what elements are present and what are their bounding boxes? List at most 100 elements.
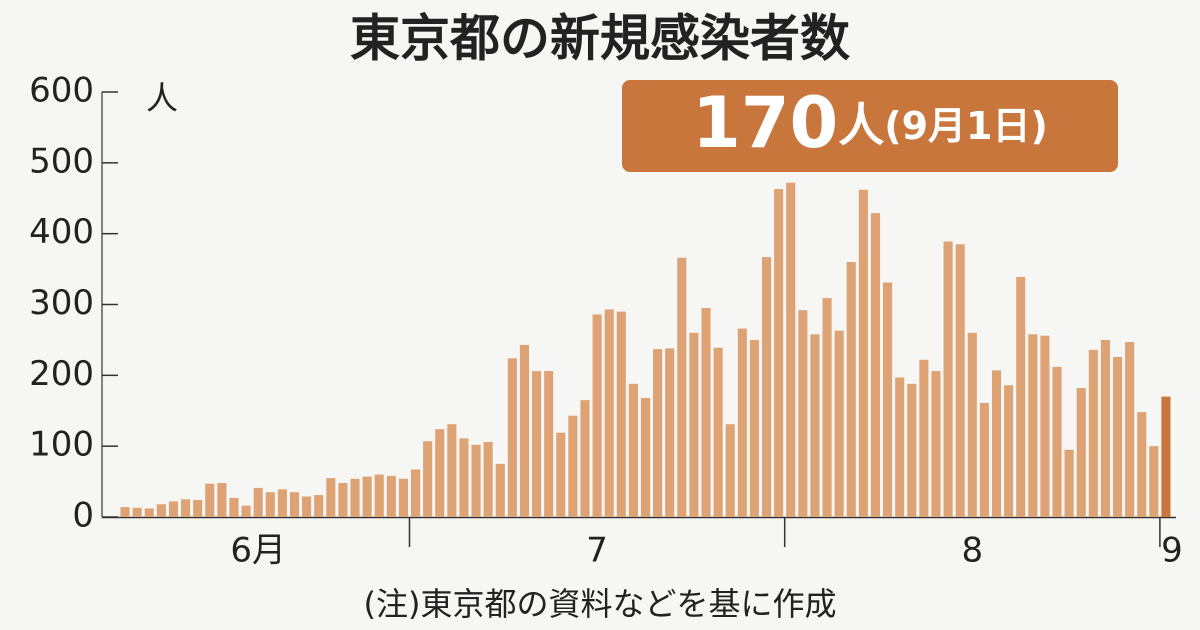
bar bbox=[955, 244, 965, 517]
bar bbox=[398, 478, 408, 517]
bar bbox=[907, 383, 917, 517]
bar bbox=[701, 308, 711, 517]
bar bbox=[410, 469, 421, 517]
y-tick-label: 600 bbox=[29, 71, 94, 111]
callout-box bbox=[622, 80, 1118, 172]
bar bbox=[568, 415, 578, 517]
bar bbox=[858, 189, 868, 517]
bar bbox=[168, 501, 179, 517]
x-tick-label: 8 bbox=[961, 531, 983, 571]
bar bbox=[556, 432, 566, 517]
bar bbox=[895, 377, 905, 517]
bar bbox=[314, 495, 324, 517]
x-tick-label: 7 bbox=[586, 531, 608, 571]
bar bbox=[447, 424, 457, 517]
bar bbox=[120, 507, 130, 517]
callout-unit: 人 bbox=[838, 98, 884, 152]
bar bbox=[265, 492, 275, 517]
bar bbox=[350, 478, 360, 517]
bar bbox=[532, 371, 542, 517]
bar bbox=[1100, 339, 1110, 517]
bar bbox=[423, 441, 433, 517]
bar bbox=[689, 332, 699, 517]
bar bbox=[241, 505, 251, 517]
bar bbox=[580, 400, 590, 517]
bar bbox=[435, 429, 445, 517]
bar bbox=[544, 371, 554, 517]
bar bbox=[156, 504, 166, 517]
bar bbox=[737, 328, 747, 517]
bar bbox=[616, 311, 626, 517]
bar bbox=[931, 371, 941, 517]
bar bbox=[459, 438, 469, 517]
bar bbox=[870, 213, 881, 517]
bar bbox=[883, 282, 893, 517]
bar bbox=[519, 344, 530, 517]
bar bbox=[1076, 388, 1086, 517]
bar bbox=[253, 487, 263, 517]
bar bbox=[991, 370, 1002, 517]
y-tick-label: 500 bbox=[29, 141, 94, 181]
bar bbox=[979, 402, 989, 517]
bar bbox=[483, 441, 493, 517]
bar bbox=[640, 398, 651, 517]
bar bbox=[1064, 449, 1074, 517]
x-tick-label: 9 bbox=[1161, 531, 1183, 571]
bar bbox=[846, 262, 856, 517]
callout-value: 170 bbox=[692, 82, 838, 164]
bar bbox=[362, 476, 372, 517]
x-tick-label: 6月 bbox=[230, 531, 286, 571]
bar bbox=[604, 309, 614, 517]
bar bbox=[749, 339, 759, 517]
bar bbox=[1004, 385, 1014, 517]
bar bbox=[326, 478, 336, 517]
bar bbox=[495, 463, 505, 517]
callout-date: (9月1日) bbox=[884, 104, 1048, 148]
bar bbox=[786, 182, 796, 517]
bar bbox=[592, 314, 602, 517]
y-tick-label: 0 bbox=[72, 496, 94, 536]
bar bbox=[1028, 334, 1038, 517]
y-tick-label: 400 bbox=[29, 212, 94, 252]
bar bbox=[205, 483, 215, 517]
bar bbox=[144, 508, 154, 517]
y-unit: 人 bbox=[146, 79, 178, 117]
bar bbox=[229, 497, 239, 517]
bar bbox=[834, 330, 844, 517]
bar bbox=[725, 424, 735, 517]
bar bbox=[289, 492, 300, 517]
bar bbox=[471, 444, 481, 517]
bar bbox=[277, 489, 287, 517]
bar bbox=[653, 349, 663, 517]
bar bbox=[810, 334, 820, 517]
bar bbox=[628, 383, 638, 517]
bar bbox=[1088, 349, 1098, 517]
bar bbox=[132, 507, 142, 517]
bar bbox=[1161, 396, 1171, 517]
bar bbox=[761, 257, 772, 517]
bar bbox=[822, 298, 832, 517]
bar bbox=[1016, 276, 1026, 517]
bar bbox=[798, 310, 808, 517]
bar bbox=[1125, 342, 1135, 517]
bar bbox=[338, 483, 348, 517]
bar bbox=[386, 475, 396, 517]
bar bbox=[919, 359, 929, 517]
note: (注)東京都の資料などを基に作成 bbox=[364, 585, 837, 623]
chart-title: 東京都の新規感染者数 bbox=[350, 10, 850, 68]
bar bbox=[943, 241, 953, 518]
bar bbox=[302, 496, 312, 517]
bar bbox=[507, 358, 517, 517]
y-tick-label: 200 bbox=[29, 354, 94, 394]
bar bbox=[1149, 446, 1159, 517]
y-tick-label: 100 bbox=[29, 425, 94, 465]
bar bbox=[1137, 412, 1147, 517]
bar bbox=[967, 332, 977, 517]
bar bbox=[217, 483, 227, 517]
bar bbox=[665, 348, 675, 517]
bar bbox=[374, 474, 384, 517]
bar bbox=[1052, 366, 1062, 517]
bar bbox=[713, 347, 723, 517]
bar bbox=[1112, 356, 1123, 517]
bar bbox=[774, 189, 784, 517]
